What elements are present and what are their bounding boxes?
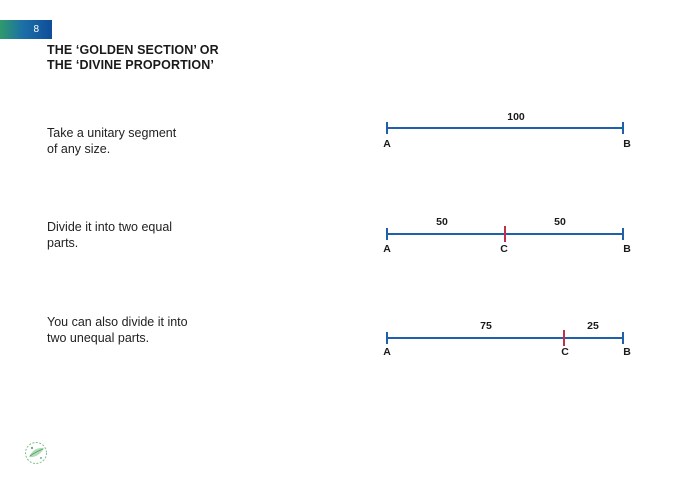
- paragraph-equal-parts: Divide it into two equal parts.: [47, 219, 172, 251]
- part-length-label-left: 50: [436, 216, 448, 228]
- endpoint-label-a: A: [383, 138, 391, 150]
- segment-diagram-unitary: 100 A B: [383, 111, 631, 150]
- endpoint-label-b: B: [623, 138, 631, 150]
- page-title-line-1: THE ‘GOLDEN SECTION’ OR: [47, 43, 219, 57]
- page-title-line-2: THE ‘DIVINE PROPORTION’: [47, 58, 214, 72]
- segment-diagram-unequal: 75 25 A C B: [383, 320, 631, 358]
- paragraph-line: Take a unitary segment: [47, 126, 177, 140]
- endpoint-label-a: A: [383, 243, 391, 255]
- segment-diagram-equal: 50 50 A C B: [383, 216, 631, 255]
- paragraph-line: You can also divide it into: [47, 315, 188, 329]
- division-label-c: C: [500, 243, 508, 255]
- leaf-circle-logo-icon: [25, 442, 47, 464]
- endpoint-label-b: B: [623, 243, 631, 255]
- part-length-label-right: 25: [587, 320, 599, 332]
- paragraph-line: Divide it into two equal: [47, 220, 173, 234]
- division-label-c: C: [561, 346, 569, 358]
- page-title: THE ‘GOLDEN SECTION’ OR THE ‘DIVINE PROP…: [47, 43, 219, 73]
- part-length-label-right: 50: [554, 216, 566, 228]
- paragraph-line: parts.: [47, 236, 79, 250]
- page-number: 8: [33, 24, 39, 35]
- paragraph-unequal-parts: You can also divide it into two unequal …: [47, 314, 188, 346]
- page-number-tab: 8: [0, 20, 52, 39]
- part-length-label-left: 75: [480, 320, 492, 332]
- endpoint-label-b: B: [623, 346, 631, 358]
- paragraph-line: two unequal parts.: [47, 331, 150, 345]
- segment-length-label: 100: [507, 111, 525, 123]
- endpoint-label-a: A: [383, 346, 391, 358]
- paragraph-line: of any size.: [47, 142, 111, 156]
- paragraph-unitary-segment: Take a unitary segment of any size.: [47, 125, 176, 157]
